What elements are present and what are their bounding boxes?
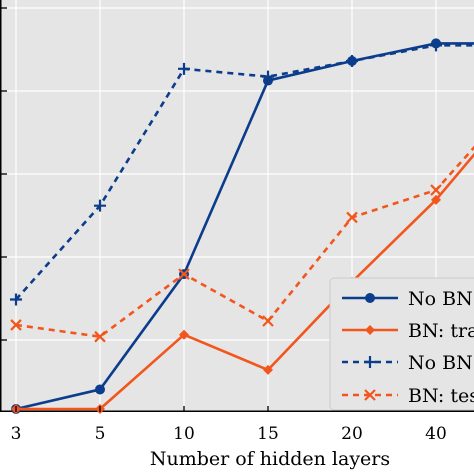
x-tick-label-3: 15 [257,424,279,444]
x-tick-label-1: 5 [95,424,106,444]
series-3-point-4 [346,211,358,224]
legend-entry-3: BN: tes [342,385,474,407]
series-2 [10,39,474,306]
series-2-point-2 [178,62,190,75]
x-tick-label-2: 10 [173,424,195,444]
x-tick-label-5: 40 [425,424,447,444]
x-tick-label-4: 20 [341,424,363,444]
legend-label-1: BN: tra [408,320,474,342]
legend-label-0: No BN [408,288,473,310]
series-2-point-5 [430,39,442,52]
legend-label-2: No BN [408,352,473,374]
series-1-point-5 [431,194,441,205]
series-3-point-1 [94,330,106,343]
legend-entry-1: BN: tra [342,320,474,342]
legend-marker-2 [364,356,376,368]
series-3-point-0 [10,319,22,331]
legend-entry-2: No BN [342,352,473,374]
series-0-point-1 [95,384,105,395]
series-2-point-1 [94,199,106,212]
legend-box [329,277,474,411]
series-3-point-5 [430,184,442,196]
x-tick-label-0: 3 [11,424,22,444]
plot-area [0,0,474,412]
legend-marker-0 [365,293,375,303]
series-3 [10,145,474,343]
legend-marker-1 [365,325,375,335]
series-2-point-4 [346,55,358,68]
plot-frame [0,0,474,412]
legend-marker-3 [364,389,376,401]
series-1-point-2 [179,329,189,340]
legend: No BN BN: tra No BN BN: tes [329,277,474,411]
series-3-point-2 [178,268,190,280]
series-1-point-3 [263,364,273,375]
series-2-point-0 [10,293,22,306]
x-axis-ticks: 3 5 10 15 20 40 [11,406,447,444]
series-2-point-3 [262,70,274,83]
x-axis-label: Number of hidden layers [150,448,390,470]
legend-entry-0: No BN [342,288,473,310]
series-3-point-3 [262,315,274,327]
legend-label-3: BN: tes [408,385,474,407]
